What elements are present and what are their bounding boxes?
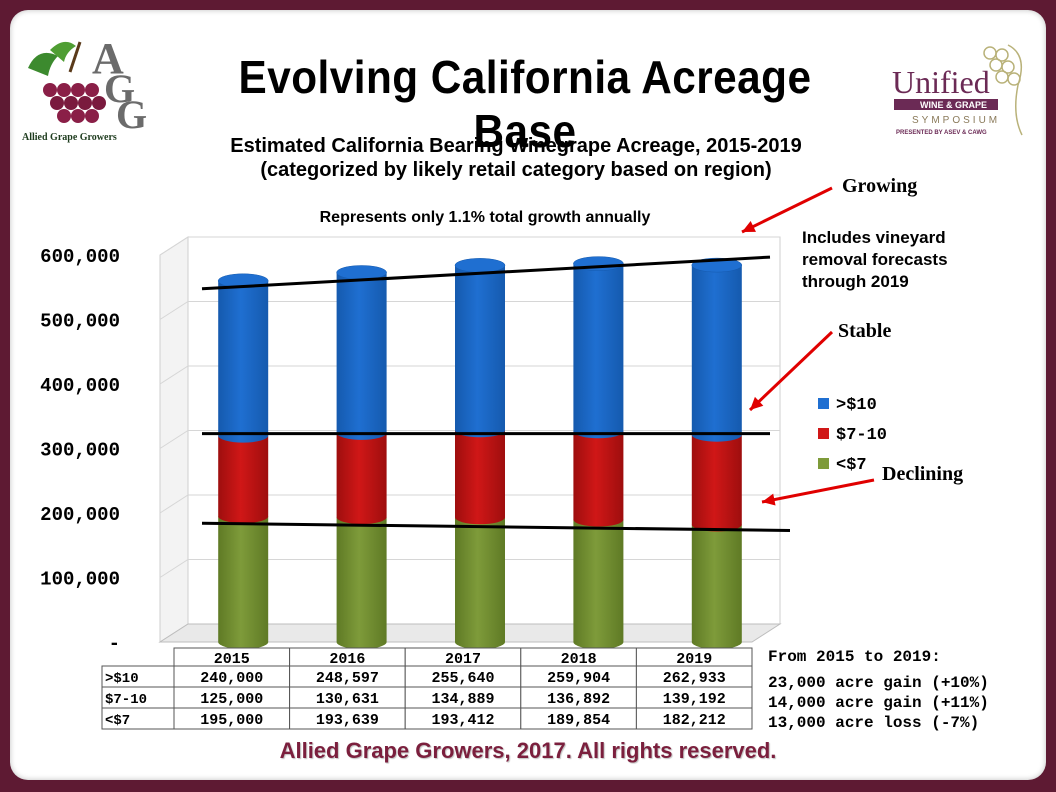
- table-year-2015: 2015: [214, 651, 250, 668]
- summary-heading: From 2015 to 2019:: [768, 648, 941, 666]
- acreage-chart: Estimated California Bearing Winegrape A…: [40, 135, 887, 730]
- table-value: 195,000: [200, 712, 263, 729]
- trend-line-declining: [201, 521, 791, 532]
- footer-copyright: Allied Grape Growers, 2017. All rights r…: [279, 738, 777, 763]
- bar-$7-10-2017: [455, 430, 505, 525]
- legend-label-0: >$10: [836, 396, 877, 415]
- arrow-growing: [741, 186, 833, 234]
- table-row-label: <$7: [105, 713, 130, 729]
- bar->$10-2018: [573, 263, 624, 439]
- table-value: 262,933: [663, 670, 726, 687]
- growth-annotation: Represents only 1.1% total growth annual…: [320, 209, 651, 226]
- legend-swatch-1: [818, 428, 829, 439]
- bar-$7-10-2015: [218, 435, 269, 524]
- slide: A G G Allied Grape Growers Evolving Cali…: [10, 10, 1046, 780]
- legend-swatch-0: [818, 398, 829, 409]
- y-tick-label: 400,000: [40, 375, 120, 397]
- table-value: 125,000: [200, 691, 263, 708]
- legend-label-2: <$7: [836, 456, 867, 475]
- summary-line-3: 13,000 acre loss (-7%): [768, 714, 980, 732]
- arrow-declining-head: [762, 493, 776, 506]
- table-value: 130,631: [316, 691, 379, 708]
- bar-<$7-2017: [455, 517, 505, 649]
- bar-top-2017: [454, 258, 506, 273]
- gridline: [159, 236, 780, 256]
- bar->$10-2015: [218, 280, 269, 443]
- legend-swatch-2: [818, 458, 829, 469]
- table-year-2018: 2018: [561, 651, 597, 668]
- logo-letter-g2: G: [116, 92, 147, 137]
- bar->$10-2019: [691, 265, 742, 442]
- table-year-2017: 2017: [445, 651, 481, 668]
- logo-letter-g1: G: [104, 66, 135, 111]
- y-tick-label: 100,000: [40, 569, 120, 591]
- table-value: 193,412: [431, 712, 494, 729]
- y-tick-label: 200,000: [40, 504, 120, 526]
- unified-symposium-logo: Unified WINE & GRAPE SYMPOSIUM PRESENTED…: [892, 44, 1023, 136]
- trend-line-growing: [201, 255, 771, 291]
- arrow-stable-head: [750, 396, 764, 410]
- table-value: 136,892: [547, 691, 610, 708]
- table-row-label: >$10: [105, 671, 139, 687]
- legend-label-1: $7-10: [836, 426, 887, 445]
- bar-<$7-2018: [573, 519, 624, 650]
- table-value: 193,639: [316, 712, 379, 729]
- note-line-3: through 2019: [802, 272, 909, 291]
- growing-label: Growing: [842, 175, 918, 197]
- removal-note: Includes vineyard removal forecasts thro…: [802, 227, 948, 293]
- note-line-1: Includes vineyard: [802, 228, 946, 247]
- unified-sub: SYMPOSIUM: [912, 115, 1000, 126]
- bar-<$7-2015: [218, 516, 269, 649]
- slide-title: Evolving California Acreage Base: [238, 51, 812, 157]
- y-tick-label: -: [109, 633, 120, 655]
- plot-area: - 100,000 200,000 300,000 400,000 500,000 600,…: [40, 186, 887, 730]
- table-value: 240,000: [200, 670, 263, 687]
- logo-caption: Allied Grape Growers: [22, 132, 117, 143]
- unified-band: WINE & GRAPE: [920, 100, 987, 110]
- bar-top-2016: [336, 265, 387, 280]
- chart-title: Estimated California Bearing Winegrape A…: [230, 135, 802, 157]
- table-value: 259,904: [547, 670, 610, 687]
- arrow-growing-head: [742, 220, 756, 232]
- table-value: 189,854: [547, 712, 610, 729]
- table-value: 255,640: [431, 670, 494, 687]
- table-value: 139,192: [663, 691, 726, 708]
- table-row-label: $7-10: [105, 692, 147, 708]
- arrow-stable: [748, 330, 834, 412]
- grape-cluster-icon: [28, 41, 106, 123]
- table-year-2016: 2016: [329, 651, 365, 668]
- note-line-2: removal forecasts: [802, 250, 948, 269]
- table-cell: [635, 707, 753, 730]
- bar-$7-10-2019: [691, 434, 742, 532]
- summary-line-1: 23,000 acre gain (+10%): [768, 674, 989, 692]
- bar-<$7-2016: [336, 517, 387, 650]
- arrow-declining: [761, 478, 875, 504]
- y-tick-label: 500,000: [40, 311, 120, 333]
- y-tick-label: 600,000: [40, 246, 120, 268]
- table-value: 182,212: [663, 712, 726, 729]
- declining-label: Declining: [882, 463, 964, 485]
- bar-<$7-2019: [691, 524, 742, 650]
- chart-subtitle: (categorized by likely retail category b…: [260, 159, 771, 181]
- logo-letter-a: A: [92, 34, 124, 83]
- bar->$10-2016: [336, 272, 387, 440]
- bar->$10-2017: [455, 265, 505, 438]
- stable-label: Stable: [838, 320, 892, 342]
- table-value: 248,597: [316, 670, 379, 687]
- allied-grape-growers-logo: A G G Allied Grape Growers: [22, 34, 147, 143]
- bar-$7-10-2016: [336, 432, 387, 525]
- y-tick-label: 300,000: [40, 440, 120, 462]
- bar-$7-10-2018: [573, 431, 624, 527]
- summary-line-2: 14,000 acre gain (+11%): [768, 694, 989, 712]
- unified-small: PRESENTED BY ASEV & CAWG: [896, 130, 987, 136]
- vine-icon: [983, 44, 1023, 136]
- unified-word: Unified: [892, 64, 990, 100]
- table-year-2019: 2019: [676, 651, 712, 668]
- table-value: 134,889: [431, 691, 494, 708]
